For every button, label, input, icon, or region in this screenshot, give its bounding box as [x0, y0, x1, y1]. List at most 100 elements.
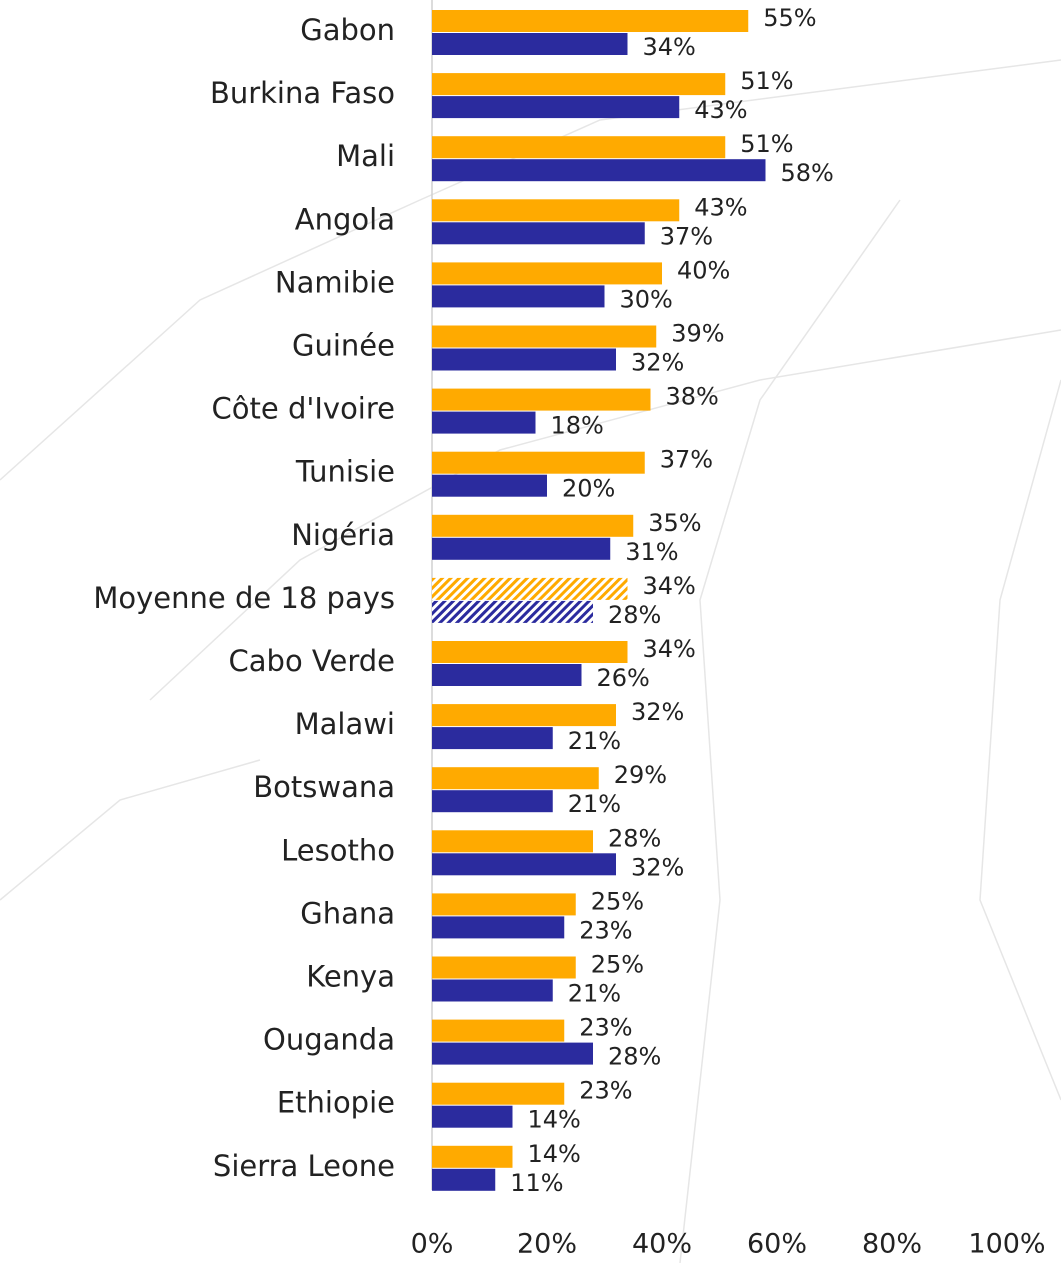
data-label: 37%	[660, 222, 713, 250]
data-label: 30%	[620, 285, 673, 313]
category-label: Angola	[295, 202, 395, 236]
category-label: Moyenne de 18 pays	[93, 581, 395, 615]
bar	[432, 537, 611, 560]
data-label: 28%	[608, 1043, 661, 1071]
category-label: Sierra Leone	[213, 1149, 395, 1183]
data-label: 35%	[648, 509, 701, 537]
data-label: 55%	[763, 4, 816, 32]
bar	[432, 199, 680, 222]
x-tick-label: 20%	[517, 1229, 577, 1260]
bar	[432, 348, 616, 371]
data-label: 23%	[579, 1077, 632, 1105]
data-label: 34%	[643, 572, 696, 600]
bar	[432, 1145, 513, 1168]
data-label: 18%	[551, 412, 604, 440]
bar	[432, 600, 593, 623]
bar	[432, 1042, 593, 1065]
bar	[432, 1105, 513, 1128]
bar	[432, 704, 616, 727]
data-label: 32%	[631, 698, 684, 726]
category-label: Côte d'Ivoire	[212, 392, 395, 426]
data-label: 11%	[510, 1169, 563, 1197]
category-label: Ghana	[300, 896, 395, 930]
bar	[432, 956, 576, 979]
data-label: 20%	[562, 475, 615, 503]
data-label: 31%	[625, 538, 678, 566]
bar	[432, 979, 553, 1002]
data-label: 43%	[694, 193, 747, 221]
data-label: 32%	[631, 853, 684, 881]
data-label: 23%	[579, 916, 632, 944]
data-label: 21%	[568, 790, 621, 818]
bar	[432, 451, 645, 474]
category-label: Malawi	[295, 707, 395, 741]
bar	[432, 388, 651, 411]
data-label: 43%	[694, 96, 747, 124]
bar	[432, 159, 766, 182]
data-label: 29%	[614, 761, 667, 789]
category-label: Tunisie	[295, 455, 395, 489]
category-label: Nigéria	[291, 518, 395, 552]
bar	[432, 1019, 565, 1042]
x-tick-label: 40%	[632, 1229, 692, 1260]
data-label: 34%	[643, 33, 696, 61]
category-label: Burkina Faso	[210, 76, 395, 110]
data-label: 14%	[528, 1106, 581, 1134]
category-label: Guinée	[292, 329, 395, 363]
data-label: 32%	[631, 349, 684, 377]
data-label: 51%	[740, 67, 793, 95]
bar	[432, 830, 593, 853]
category-label: Namibie	[275, 265, 395, 299]
bar	[432, 916, 565, 939]
data-label: 58%	[781, 159, 834, 187]
bar	[432, 641, 628, 663]
bar	[432, 73, 726, 96]
category-label: Cabo Verde	[229, 644, 395, 678]
bar	[432, 474, 547, 497]
bar	[432, 136, 726, 159]
category-label: Ouganda	[263, 1023, 395, 1057]
data-label: 34%	[643, 635, 696, 663]
background-lines	[0, 59, 1061, 1263]
data-label: 51%	[740, 130, 793, 158]
data-label: 21%	[568, 980, 621, 1008]
data-label: 40%	[677, 256, 730, 284]
data-label: 21%	[568, 727, 621, 755]
data-label: 28%	[608, 824, 661, 852]
bar	[432, 727, 553, 750]
bar	[432, 664, 582, 686]
data-label: 37%	[660, 446, 713, 474]
bar	[432, 1168, 496, 1191]
x-tick-label: 0%	[411, 1229, 454, 1260]
bar	[432, 96, 680, 119]
category-label: Kenya	[306, 960, 395, 994]
category-label: Mali	[336, 139, 395, 173]
x-tick-label: 100%	[968, 1229, 1045, 1260]
x-tick-label: 60%	[747, 1229, 807, 1260]
bar	[432, 222, 645, 245]
x-tick-label: 80%	[862, 1229, 922, 1260]
bar	[432, 262, 662, 285]
category-label: Gabon	[300, 13, 395, 47]
bar	[432, 893, 576, 916]
data-label: 25%	[591, 887, 644, 915]
bar	[432, 853, 616, 876]
bar	[432, 790, 553, 813]
bar	[432, 10, 749, 32]
bar	[432, 767, 599, 790]
data-label: 25%	[591, 951, 644, 979]
data-label: 23%	[579, 1014, 632, 1042]
category-label: Ethiopie	[277, 1086, 395, 1120]
data-label: 26%	[597, 664, 650, 692]
bar	[432, 285, 605, 308]
data-label: 28%	[608, 601, 661, 629]
data-label: 14%	[528, 1140, 581, 1168]
category-label: Botswana	[253, 770, 395, 804]
bar	[432, 1082, 565, 1105]
bar	[432, 33, 628, 55]
bar	[432, 514, 634, 537]
data-label: 38%	[666, 383, 719, 411]
data-label: 39%	[671, 320, 724, 348]
bar	[432, 325, 657, 348]
